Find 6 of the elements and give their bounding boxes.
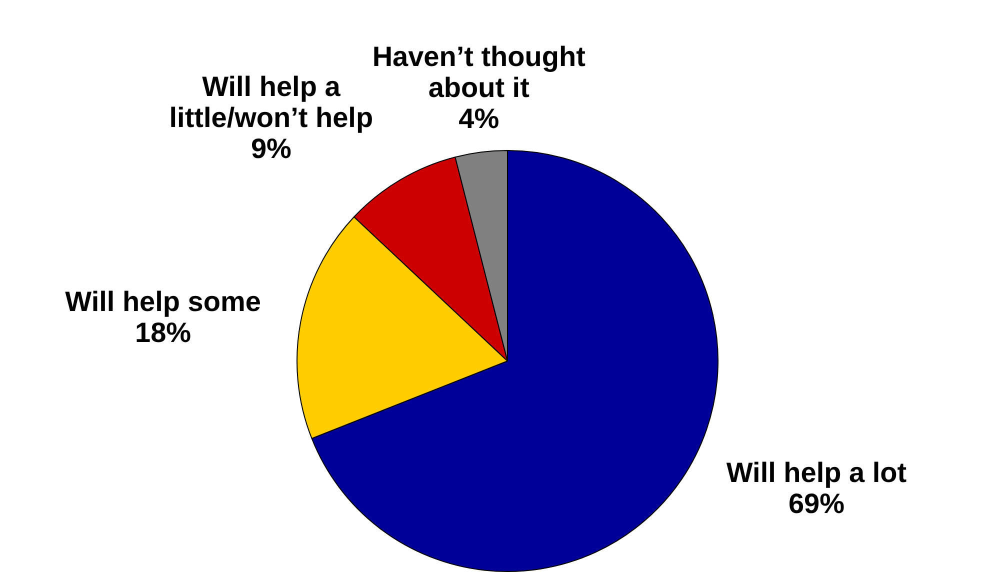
data-label: 4% xyxy=(458,102,500,134)
data-label: 9% xyxy=(250,132,292,165)
slice-label: Will help a lot xyxy=(725,457,908,490)
data-label: 18% xyxy=(135,316,192,349)
slice-label: Will help some xyxy=(64,286,262,318)
data-label: 69% xyxy=(787,488,846,520)
